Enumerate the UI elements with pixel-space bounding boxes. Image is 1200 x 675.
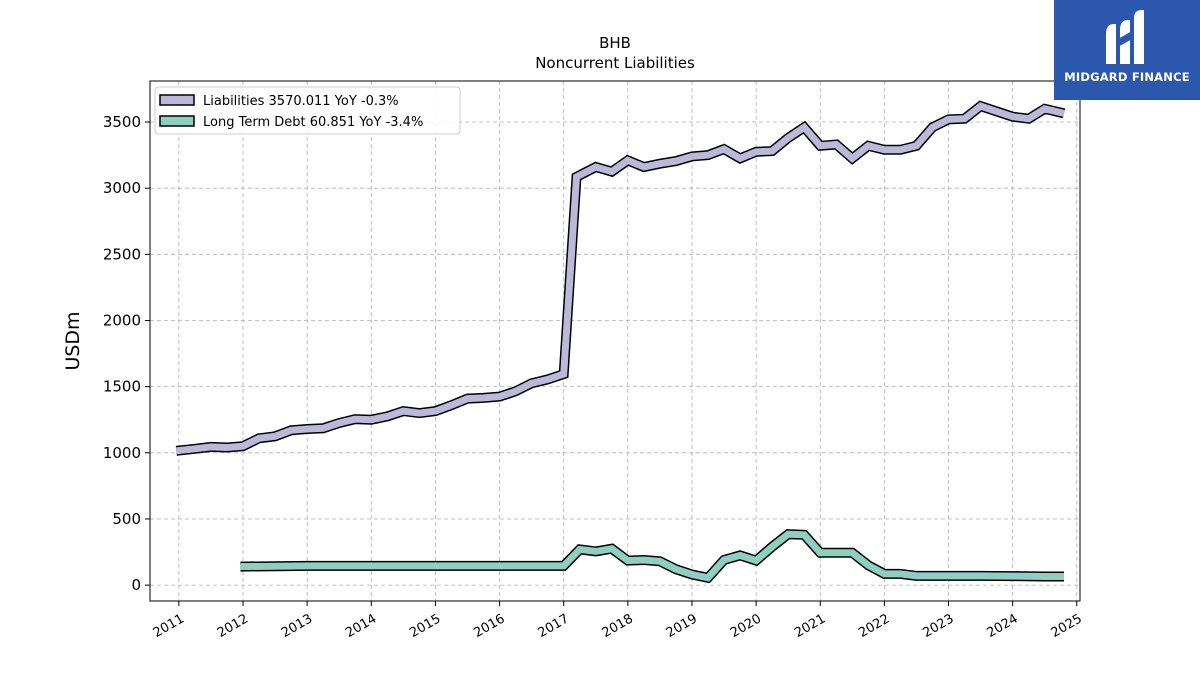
midgard-logo-icon <box>1106 10 1144 64</box>
x-tick-label: 2025 <box>1049 611 1085 641</box>
series-1-outline <box>240 529 1064 584</box>
x-tick-label: 2016 <box>471 611 507 641</box>
legend-entry-1: Long Term Debt 60.851 YoY -3.4% <box>203 115 423 130</box>
y-tick-label: 2500 <box>103 245 141 263</box>
x-tick-label: 2021 <box>792 611 828 641</box>
y-tick-label: 2000 <box>103 311 141 329</box>
x-tick-label: 2022 <box>856 611 892 641</box>
x-tick-label: 2020 <box>728 611 764 641</box>
y-tick-label: 500 <box>112 510 141 528</box>
x-tick-label: 2018 <box>600 611 636 641</box>
y-tick-label: 3000 <box>103 179 141 197</box>
x-tick-label: 2012 <box>215 611 251 641</box>
series-0-line <box>175 102 1065 455</box>
legend-entry-0: Liabilities 3570.011 YoY -0.3% <box>203 94 399 109</box>
legend: Liabilities 3570.011 YoY -0.3% Long Term … <box>154 86 461 135</box>
legend-swatch-1 <box>159 115 195 127</box>
chart-title: BHB <box>599 34 631 52</box>
grid-layer <box>150 81 1080 601</box>
brand-logo: MIDGARD FINANCE <box>1054 0 1200 100</box>
chart-subtitle: Noncurrent Liabilities <box>535 54 695 72</box>
plot-frame <box>149 80 1081 602</box>
y-ticks: 0 500 1000 1500 2000 2500 3000 3500 <box>103 113 150 594</box>
x-tick-label: 2015 <box>407 611 443 641</box>
x-tick-label: 2017 <box>536 611 572 641</box>
y-tick-label: 1500 <box>103 378 141 396</box>
legend-box <box>154 86 461 135</box>
x-tick-label: 2011 <box>151 611 187 641</box>
legend-swatch-0 <box>159 94 195 106</box>
brand-logo-text: MIDGARD FINANCE <box>1064 70 1190 84</box>
x-tick-label: 2013 <box>279 611 315 641</box>
series-0-outline <box>175 100 1066 456</box>
x-ticks: 2011 2012 2013 2014 2015 2016 2017 2018 2019 2020… <box>151 601 1085 641</box>
y-tick-label: 0 <box>131 576 141 594</box>
y-tick-label: 3500 <box>103 113 141 131</box>
series-1-line <box>240 530 1064 582</box>
y-tick-label: 1000 <box>103 444 141 462</box>
x-tick-label: 2014 <box>343 611 379 641</box>
x-tick-label: 2023 <box>920 611 956 641</box>
y-axis-label: USDm <box>62 311 84 370</box>
x-tick-label: 2019 <box>664 611 700 641</box>
series-layer <box>175 100 1066 584</box>
x-tick-label: 2024 <box>984 611 1020 641</box>
